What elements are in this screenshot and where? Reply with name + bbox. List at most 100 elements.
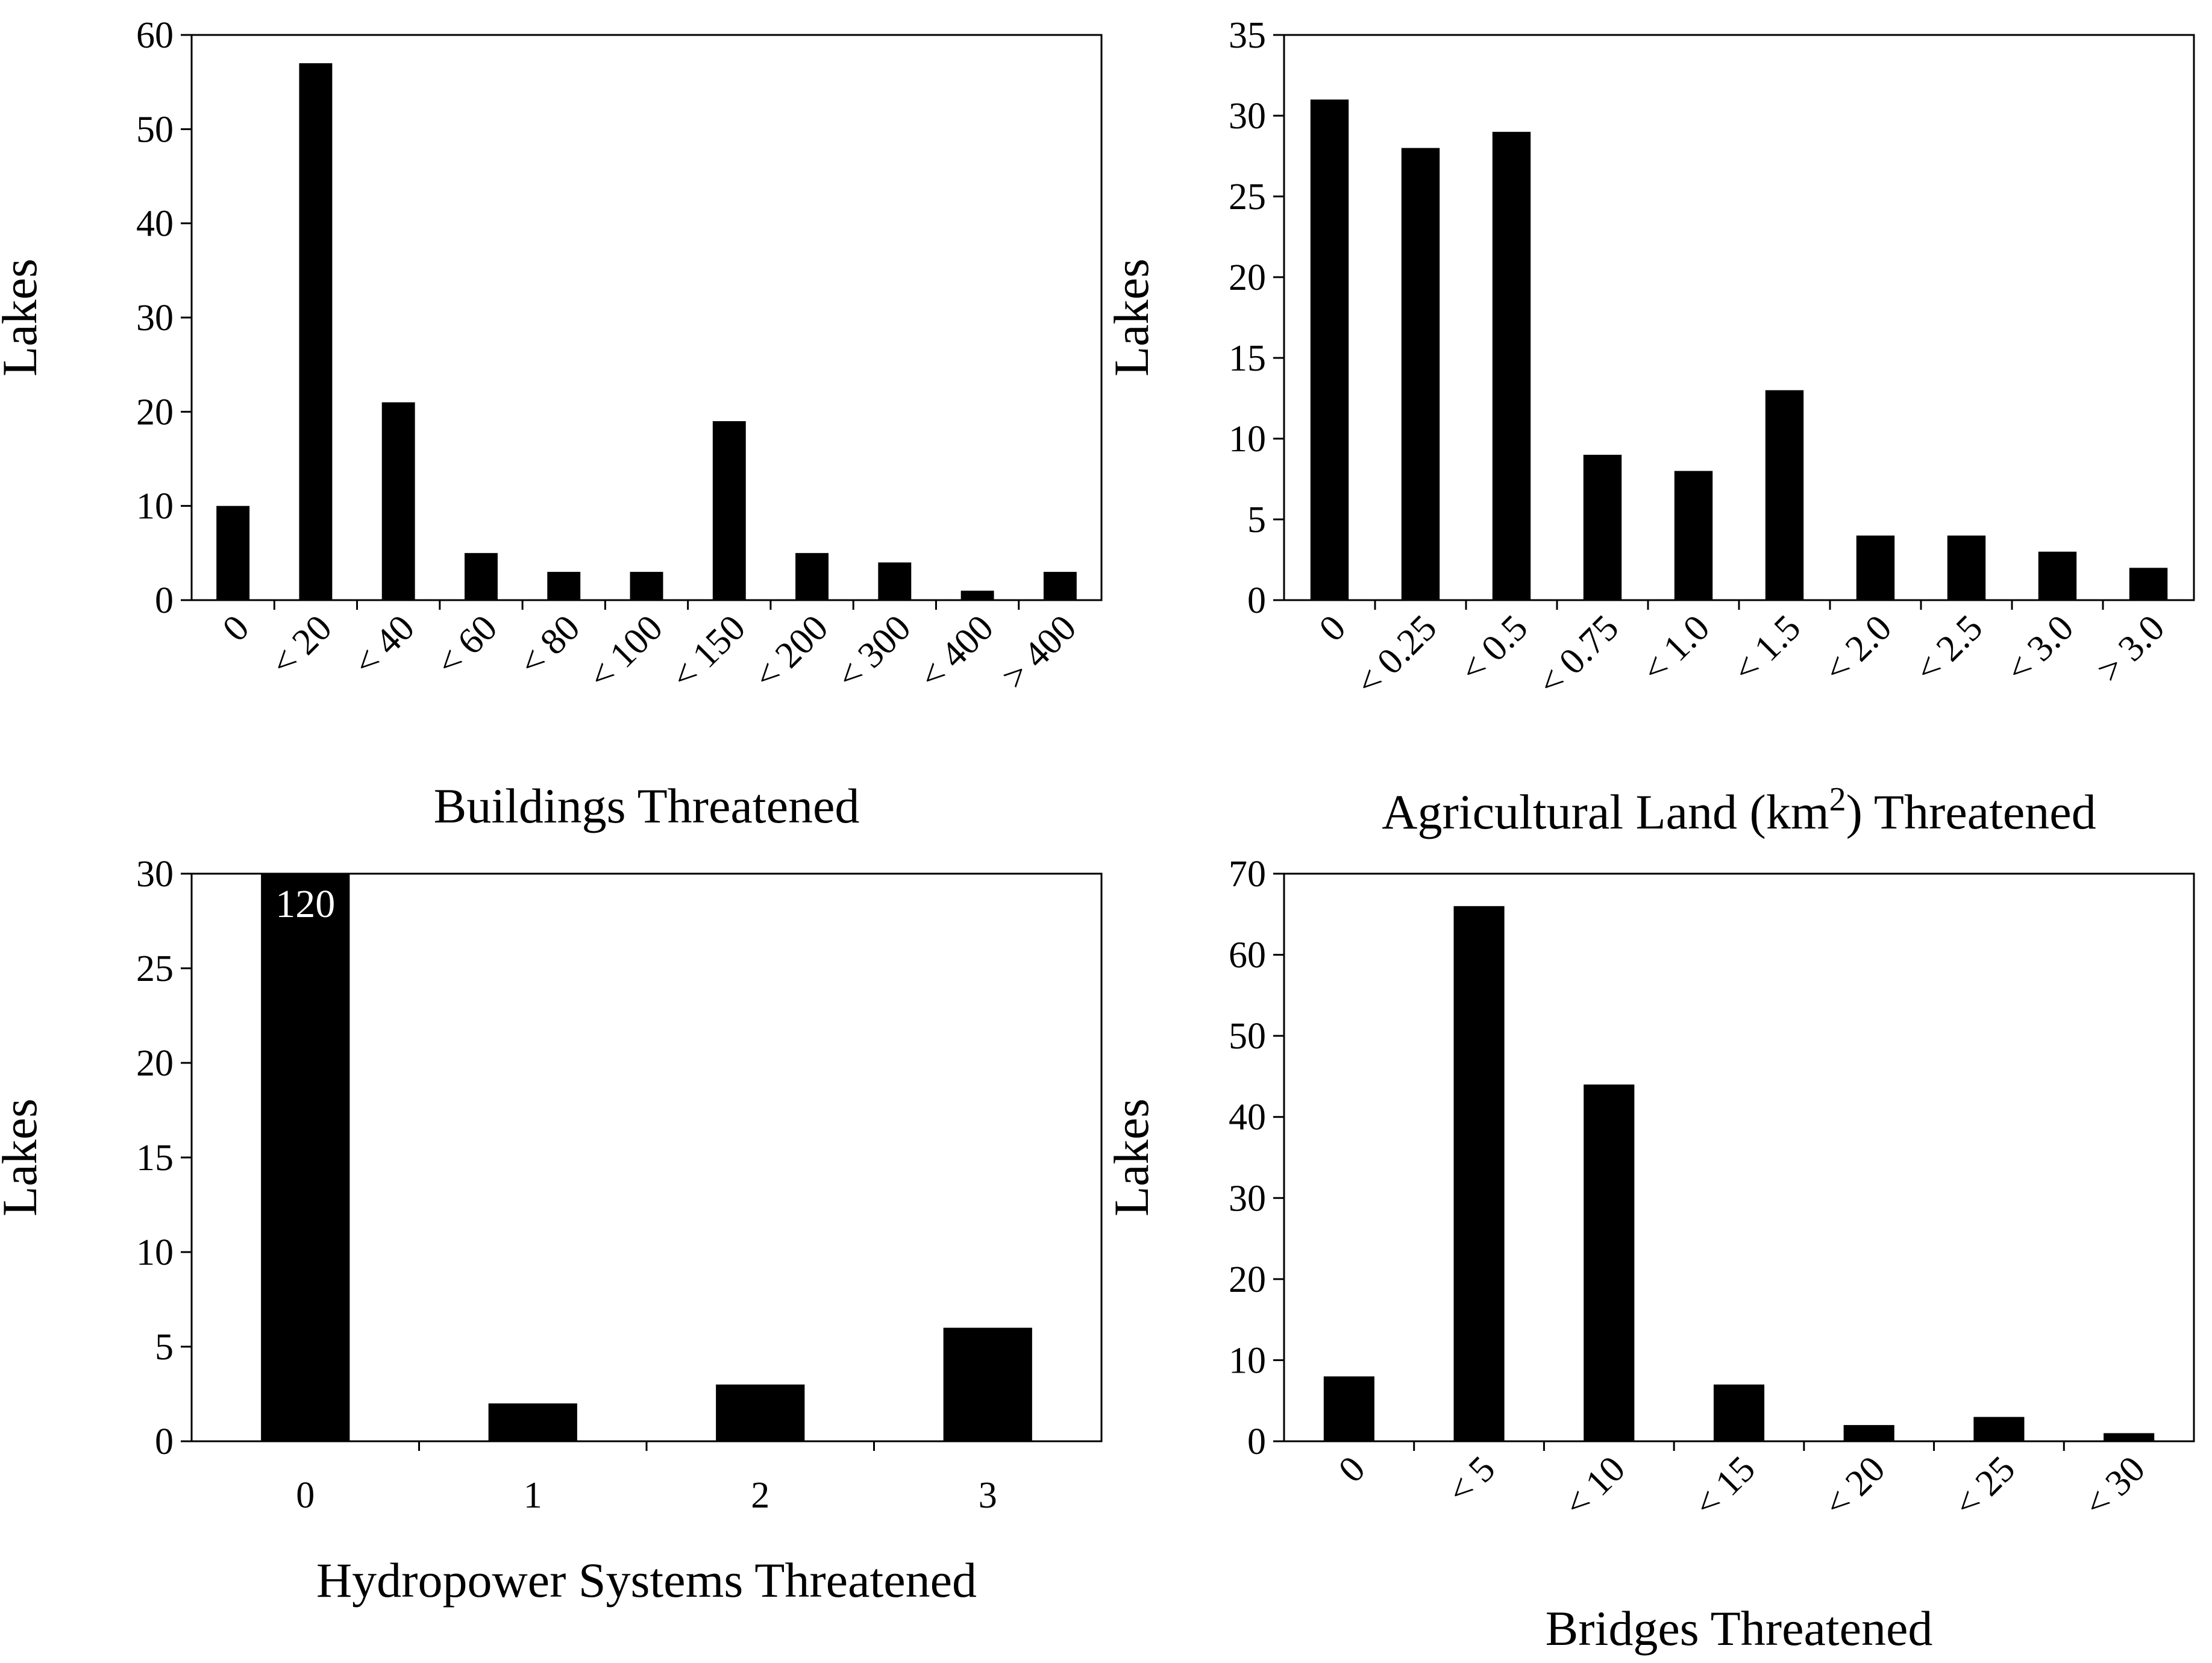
x-axis: 0 < 5 < 10 < 15 < 20 < 25 < 30: [1331, 1441, 2153, 1525]
x-tick-label: < 60: [428, 607, 506, 684]
x-tick-label: < 150: [663, 607, 754, 698]
bar-value-annotation: 120: [275, 882, 335, 926]
panel-bridges: 0 10 20 30 40 50 60 70 0 < 5 < 10 < 15 < 20 < 25 < 30…: [1104, 854, 2195, 1656]
x-tick-label: 3: [979, 1475, 997, 1516]
bar-9: [2038, 551, 2077, 600]
x-tick-label: < 40: [345, 607, 422, 684]
y-tick-label: 20: [136, 1043, 174, 1084]
y-tick-label: 25: [136, 948, 174, 989]
bar-3: [716, 1384, 805, 1441]
y-axis-title: Lakes: [1104, 1098, 1159, 1217]
y-tick-label: 40: [1229, 1097, 1266, 1138]
bar-7: [2104, 1433, 2155, 1441]
y-tick-label: 15: [136, 1138, 174, 1179]
bar-4: [943, 1327, 1032, 1441]
x-tick-label: 0: [215, 607, 257, 650]
x-axis: 0< 0.25 < 0.5< 0.75 < 1.0 < 1.5 < 2.0 < 2.5 < …: [1311, 600, 2172, 704]
y-tick-label: 70: [1229, 854, 1266, 895]
y-tick-label: 30: [1229, 1178, 1266, 1219]
y-tick-label: 30: [1229, 96, 1266, 137]
y-tick-label: 10: [136, 486, 174, 527]
y-axis: 0 5 10 15 20 25 30: [136, 854, 192, 1462]
x-tick-label: < 2.0: [1816, 607, 1900, 691]
bar-3: [1492, 131, 1531, 601]
panel-hydropower: 0 5 10 15 20 25 30 0 1 2 3 120 Lakes Hydropower S…: [0, 854, 1103, 1608]
x-tick-label: < 3.0: [1998, 607, 2082, 691]
bars: [1310, 99, 2168, 601]
y-axis: 0 10 20 30 40 50 60 70: [1229, 854, 1284, 1462]
x-axis-title: Bridges Threatened: [1546, 1601, 1933, 1656]
bar-4: [1713, 1384, 1765, 1441]
y-tick-label: 0: [1247, 580, 1266, 621]
bar-6: [1973, 1417, 2025, 1441]
x-tick-label: 0: [296, 1475, 315, 1516]
x-tick-label: < 20: [1816, 1448, 1893, 1526]
x-tick-label: < 100: [580, 607, 671, 698]
x-axis-title: Hydropower Systems Threatened: [316, 1553, 977, 1608]
y-tick-label: 30: [136, 854, 174, 895]
y-tick-label: 20: [136, 392, 174, 433]
x-tick-label: 0: [1311, 607, 1353, 650]
y-tick-label: 0: [155, 580, 174, 621]
x-tick-label: > 400: [994, 607, 1085, 698]
y-tick-label: 5: [1247, 500, 1266, 540]
bar-2: [488, 1403, 577, 1441]
x-tick-label: < 300: [829, 607, 919, 698]
y-tick-label: 50: [1229, 1016, 1266, 1057]
y-tick-label: 20: [1229, 1259, 1266, 1300]
bar-2: [299, 63, 333, 600]
bar-1: [1323, 1376, 1374, 1441]
x-tick-label: < 1.5: [1725, 607, 1809, 691]
bar-6: [1765, 390, 1804, 600]
bar-8: [795, 553, 829, 600]
x-axis: 0 1 2 3: [296, 1441, 997, 1516]
bar-9: [878, 562, 912, 600]
x-tick-label: < 400: [911, 607, 1001, 698]
x-tick-label: < 0.75: [1530, 607, 1626, 704]
x-tick-label: > 3.0: [2089, 607, 2173, 691]
bar-2: [1401, 148, 1440, 601]
y-tick-label: 60: [136, 15, 174, 56]
plot-frame: [1283, 872, 2195, 1442]
y-tick-label: 40: [136, 204, 174, 245]
bar-10: [960, 590, 994, 600]
bar-1: [1310, 99, 1349, 600]
bars: [216, 63, 1077, 600]
x-tick-label: 2: [751, 1475, 769, 1516]
x-tick-label: < 0.5: [1452, 607, 1536, 691]
x-tick-label: < 0.25: [1348, 607, 1444, 704]
y-tick-label: 35: [1229, 15, 1266, 56]
bar-5: [1674, 471, 1713, 600]
y-tick-label: 20: [1229, 257, 1266, 298]
x-tick-label: 1: [524, 1475, 542, 1516]
y-axis: 0 10 20 30 40 50 60: [136, 15, 192, 621]
bar-10: [2129, 568, 2168, 600]
y-axis: 0 5 10 15 20 25 30 35: [1229, 15, 1284, 621]
y-axis-title: Lakes: [1104, 258, 1159, 377]
y-tick-label: 5: [155, 1327, 174, 1368]
x-tick-label: < 15: [1686, 1448, 1763, 1526]
x-axis-title: Buildings Threatened: [434, 778, 860, 833]
y-tick-label: 10: [136, 1232, 174, 1273]
y-tick-label: 0: [1247, 1421, 1266, 1462]
x-tick-label: < 80: [511, 607, 588, 684]
bar-3: [1584, 1084, 1635, 1441]
x-axis-title-suffix: ) Threatened: [1846, 785, 2096, 839]
bar-5: [1843, 1425, 1894, 1441]
bar-6: [630, 572, 663, 600]
x-tick-label: < 10: [1556, 1448, 1634, 1526]
y-tick-label: 25: [1229, 177, 1266, 218]
bar-2: [1453, 906, 1505, 1441]
bar-7: [1856, 535, 1895, 600]
y-tick-label: 10: [1229, 419, 1266, 460]
bar-8: [1947, 535, 1986, 600]
bar-11: [1043, 572, 1077, 600]
x-tick-label: < 200: [746, 607, 836, 698]
y-tick-label: 15: [1229, 338, 1266, 379]
bar-7: [712, 421, 746, 600]
y-axis-title: Lakes: [0, 1098, 47, 1217]
x-tick-label: 0: [1331, 1448, 1373, 1491]
